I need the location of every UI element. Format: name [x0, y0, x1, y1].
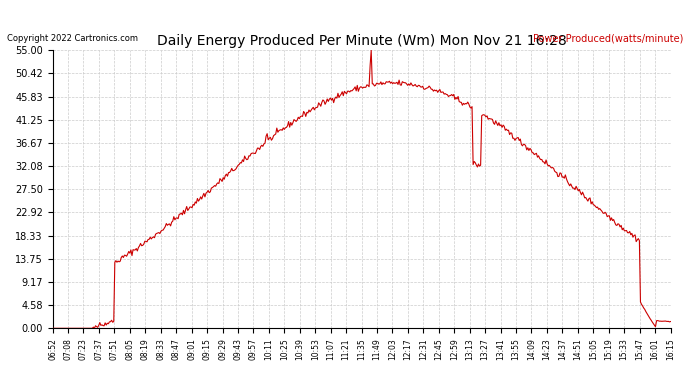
Text: Copyright 2022 Cartronics.com: Copyright 2022 Cartronics.com — [7, 34, 138, 43]
Text: Power Produced(watts/minute): Power Produced(watts/minute) — [533, 34, 683, 44]
Title: Daily Energy Produced Per Minute (Wm) Mon Nov 21 16:28: Daily Energy Produced Per Minute (Wm) Mo… — [157, 34, 566, 48]
